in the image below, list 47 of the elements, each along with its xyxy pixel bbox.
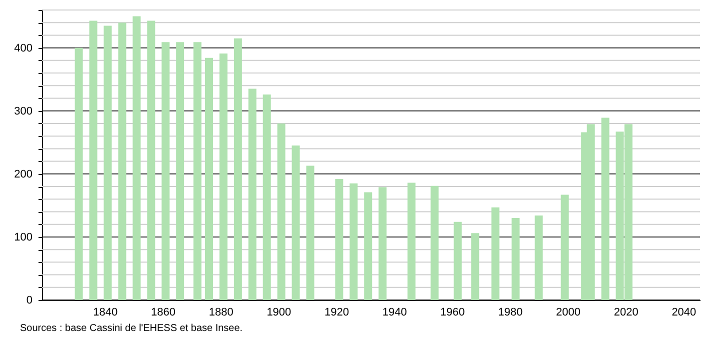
y-tick-label: 400 [14, 42, 32, 54]
x-tick-label: 1880 [208, 306, 234, 318]
bar [335, 178, 344, 300]
bar [306, 166, 314, 300]
x-tick-label: 2020 [614, 306, 638, 318]
x-tick-label: 1980 [498, 306, 523, 318]
y-tick-label: 100 [14, 231, 32, 244]
bar [118, 22, 126, 300]
bar [147, 20, 156, 300]
bar [512, 218, 520, 300]
bar [205, 58, 213, 300]
bar [601, 118, 610, 300]
bar [471, 233, 480, 300]
bar [408, 182, 416, 300]
bar [219, 54, 228, 300]
bar [491, 207, 500, 300]
y-tick-label: 200 [14, 168, 32, 180]
bar [262, 94, 271, 300]
bar [560, 194, 569, 300]
bar [176, 42, 184, 300]
source-note: Sources : base Cassini de l'EHESS et base Insee. [20, 323, 243, 334]
bar [89, 20, 98, 300]
y-tick-label: 300 [14, 105, 32, 118]
bar [292, 146, 300, 300]
bar [234, 38, 242, 300]
bar [74, 48, 83, 300]
x-tick-label: 1840 [93, 306, 118, 318]
bar [248, 88, 256, 300]
bar [162, 42, 170, 300]
x-tick-label: 2040 [672, 306, 696, 318]
x-tick-label: 1900 [266, 306, 292, 318]
bar [534, 216, 543, 300]
x-tick-label: 2000 [556, 306, 580, 318]
bar [430, 186, 439, 300]
bar [193, 42, 202, 300]
bar [454, 222, 462, 300]
bar [364, 192, 372, 300]
bar [378, 187, 387, 300]
bar [132, 16, 141, 300]
x-tick-label: 1960 [440, 306, 465, 318]
x-tick-label: 1920 [324, 306, 350, 318]
bar [350, 183, 358, 300]
x-tick-label: 1860 [150, 306, 176, 318]
x-tick-label: 1940 [382, 306, 407, 318]
bar [104, 26, 112, 300]
y-tick-label: 0 [26, 294, 32, 306]
bar [277, 123, 286, 300]
